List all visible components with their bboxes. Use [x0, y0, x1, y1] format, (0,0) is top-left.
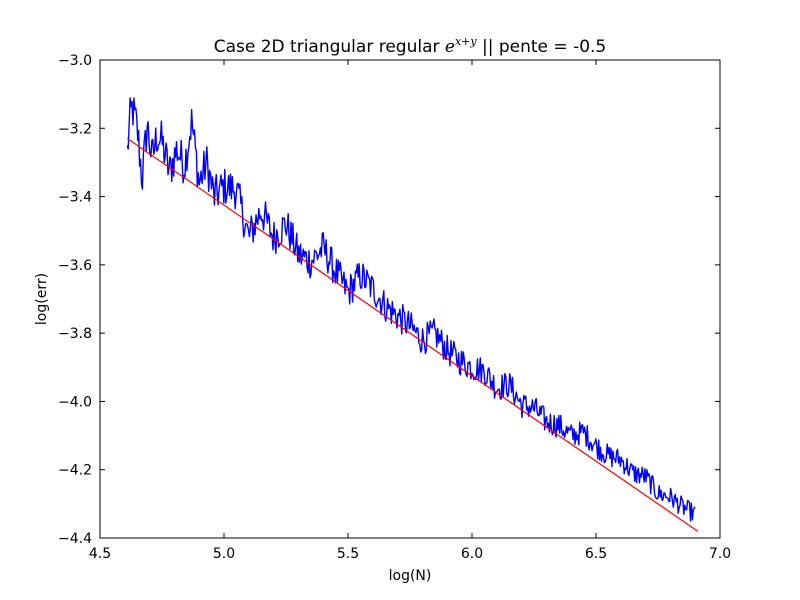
- axes-frame: [99, 59, 721, 539]
- chart-title: Case 2D triangular regular ex+y || pente…: [214, 35, 607, 57]
- y-tick-label: −4.4: [58, 531, 92, 547]
- x-tick-label: 6.0: [461, 546, 483, 562]
- plot-area: [126, 97, 699, 532]
- y-tick-label: −4.0: [58, 394, 92, 410]
- title-math-exponent: x+y: [455, 35, 477, 48]
- x-tick-label: 5.0: [213, 546, 235, 562]
- title-prefix: Case 2D triangular regular: [214, 37, 445, 57]
- x-tick-label: 4.5: [89, 546, 111, 562]
- x-tick-label: 5.5: [337, 546, 359, 562]
- y-tick-label: −3.4: [58, 190, 92, 206]
- y-tick-label: −3.6: [58, 258, 92, 274]
- x-tick-label: 6.5: [585, 546, 607, 562]
- title-math-base: e: [445, 37, 455, 57]
- y-tick-label: −3.2: [58, 121, 92, 137]
- x-tick-label: 7.0: [709, 546, 731, 562]
- title-suffix: || pente = -0.5: [477, 37, 607, 57]
- y-tick-label: −3.0: [58, 53, 92, 69]
- y-tick-label: −3.8: [58, 326, 92, 342]
- axis-ticks: 4.5 5.0 5.5 6.0 6.5 7.0 −4.4 −4.2 −4.0 −3.8 −3.6 −3…: [58, 53, 731, 562]
- y-axis-label: log(err): [34, 273, 50, 325]
- error-series-line: [126, 97, 696, 522]
- slope-reference-line: [126, 138, 699, 532]
- x-axis-label: log(N): [389, 568, 432, 584]
- y-tick-label: −4.2: [58, 463, 92, 479]
